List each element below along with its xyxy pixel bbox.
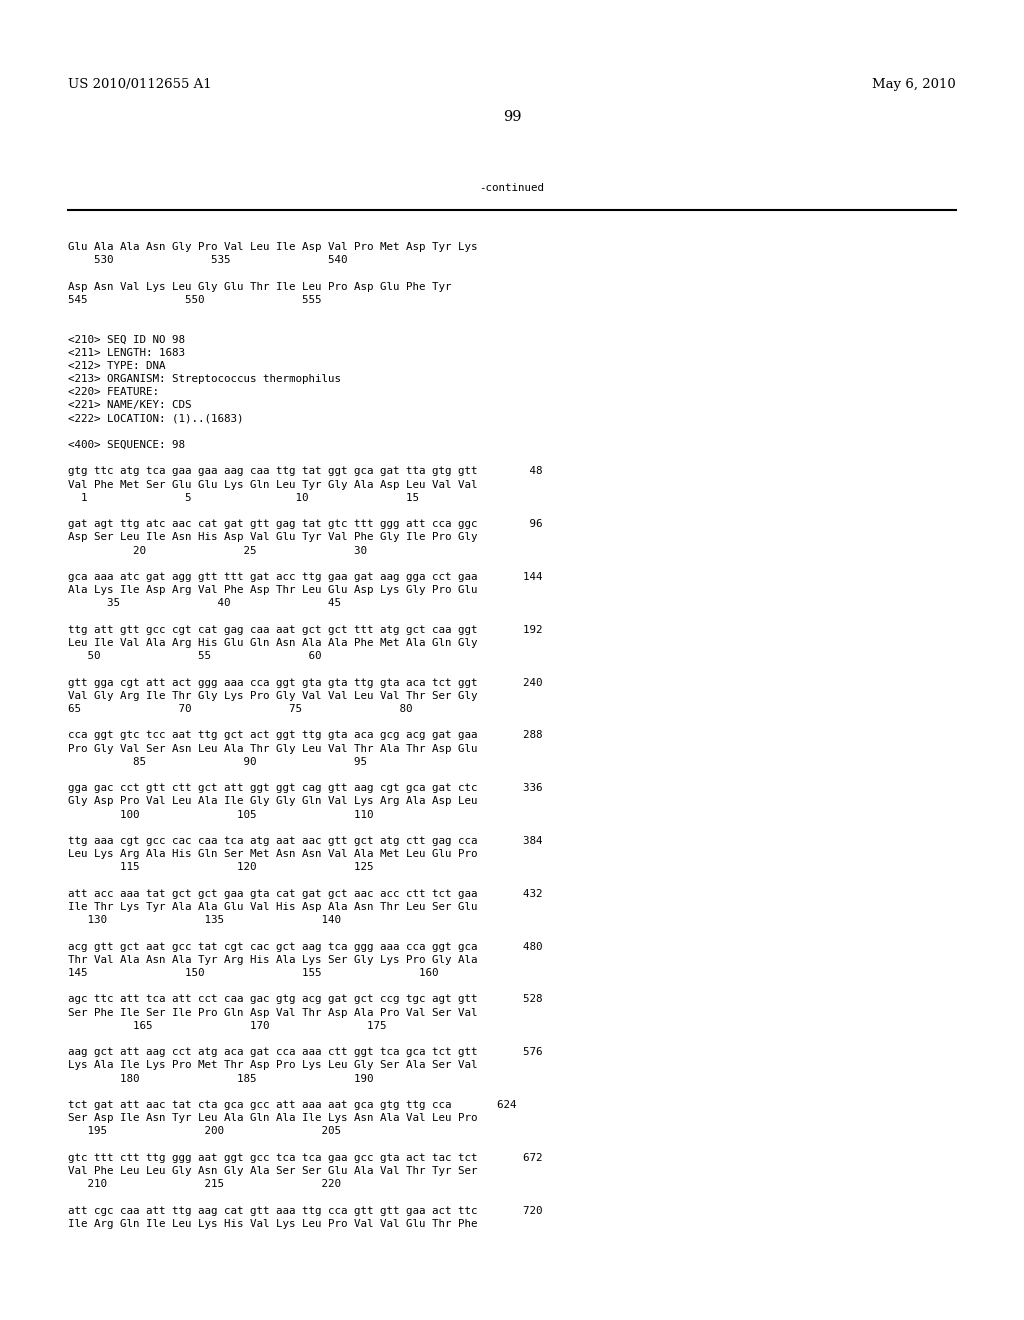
Text: acg gtt gct aat gcc tat cgt cac gct aag tca ggg aaa cca ggt gca       480: acg gtt gct aat gcc tat cgt cac gct aag … <box>68 941 543 952</box>
Text: 99: 99 <box>503 110 521 124</box>
Text: Asp Asn Val Lys Leu Gly Glu Thr Ile Leu Pro Asp Glu Phe Tyr: Asp Asn Val Lys Leu Gly Glu Thr Ile Leu … <box>68 281 452 292</box>
Text: <222> LOCATION: (1)..(1683): <222> LOCATION: (1)..(1683) <box>68 413 244 424</box>
Text: Thr Val Ala Asn Ala Tyr Arg His Ala Lys Ser Gly Lys Pro Gly Ala: Thr Val Ala Asn Ala Tyr Arg His Ala Lys … <box>68 954 477 965</box>
Text: Ala Lys Ile Asp Arg Val Phe Asp Thr Leu Glu Asp Lys Gly Pro Glu: Ala Lys Ile Asp Arg Val Phe Asp Thr Leu … <box>68 585 477 595</box>
Text: Glu Ala Ala Asn Gly Pro Val Leu Ile Asp Val Pro Met Asp Tyr Lys: Glu Ala Ala Asn Gly Pro Val Leu Ile Asp … <box>68 242 477 252</box>
Text: 145               150               155               160: 145 150 155 160 <box>68 968 438 978</box>
Text: 530               535               540: 530 535 540 <box>68 255 347 265</box>
Text: tct gat att aac tat cta gca gcc att aaa aat gca gtg ttg cca       624: tct gat att aac tat cta gca gcc att aaa … <box>68 1100 516 1110</box>
Text: Val Phe Leu Leu Gly Asn Gly Ala Ser Ser Glu Ala Val Thr Tyr Ser: Val Phe Leu Leu Gly Asn Gly Ala Ser Ser … <box>68 1166 477 1176</box>
Text: <212> TYPE: DNA: <212> TYPE: DNA <box>68 360 166 371</box>
Text: -continued: -continued <box>479 183 545 193</box>
Text: 545               550               555: 545 550 555 <box>68 294 322 305</box>
Text: ttg att gtt gcc cgt cat gag caa aat gct gct ttt atg gct caa ggt       192: ttg att gtt gcc cgt cat gag caa aat gct … <box>68 624 543 635</box>
Text: 85               90               95: 85 90 95 <box>68 756 367 767</box>
Text: att cgc caa att ttg aag cat gtt aaa ttg cca gtt gtt gaa act ttc       720: att cgc caa att ttg aag cat gtt aaa ttg … <box>68 1205 543 1216</box>
Text: aag gct att aag cct atg aca gat cca aaa ctt ggt tca gca tct gtt       576: aag gct att aag cct atg aca gat cca aaa … <box>68 1047 543 1057</box>
Text: 100               105               110: 100 105 110 <box>68 809 374 820</box>
Text: Ser Asp Ile Asn Tyr Leu Ala Gln Ala Ile Lys Asn Ala Val Leu Pro: Ser Asp Ile Asn Tyr Leu Ala Gln Ala Ile … <box>68 1113 477 1123</box>
Text: 65               70               75               80: 65 70 75 80 <box>68 704 413 714</box>
Text: 195               200               205: 195 200 205 <box>68 1126 341 1137</box>
Text: <400> SEQUENCE: 98: <400> SEQUENCE: 98 <box>68 440 185 450</box>
Text: 130               135               140: 130 135 140 <box>68 915 341 925</box>
Text: <220> FEATURE:: <220> FEATURE: <box>68 387 159 397</box>
Text: Val Gly Arg Ile Thr Gly Lys Pro Gly Val Val Leu Val Thr Ser Gly: Val Gly Arg Ile Thr Gly Lys Pro Gly Val … <box>68 690 477 701</box>
Text: gtc ttt ctt ttg ggg aat ggt gcc tca tca gaa gcc gta act tac tct       672: gtc ttt ctt ttg ggg aat ggt gcc tca tca … <box>68 1152 543 1163</box>
Text: gat agt ttg atc aac cat gat gtt gag tat gtc ttt ggg att cca ggc        96: gat agt ttg atc aac cat gat gtt gag tat … <box>68 519 543 529</box>
Text: agc ttc att tca att cct caa gac gtg acg gat gct ccg tgc agt gtt       528: agc ttc att tca att cct caa gac gtg acg … <box>68 994 543 1005</box>
Text: Lys Ala Ile Lys Pro Met Thr Asp Pro Lys Leu Gly Ser Ala Ser Val: Lys Ala Ile Lys Pro Met Thr Asp Pro Lys … <box>68 1060 477 1071</box>
Text: 180               185               190: 180 185 190 <box>68 1073 374 1084</box>
Text: 20               25               30: 20 25 30 <box>68 545 367 556</box>
Text: <213> ORGANISM: Streptococcus thermophilus: <213> ORGANISM: Streptococcus thermophil… <box>68 374 341 384</box>
Text: gtg ttc atg tca gaa gaa aag caa ttg tat ggt gca gat tta gtg gtt        48: gtg ttc atg tca gaa gaa aag caa ttg tat … <box>68 466 543 477</box>
Text: May 6, 2010: May 6, 2010 <box>872 78 956 91</box>
Text: Leu Ile Val Ala Arg His Glu Gln Asn Ala Ala Phe Met Ala Gln Gly: Leu Ile Val Ala Arg His Glu Gln Asn Ala … <box>68 638 477 648</box>
Text: ttg aaa cgt gcc cac caa tca atg aat aac gtt gct atg ctt gag cca       384: ttg aaa cgt gcc cac caa tca atg aat aac … <box>68 836 543 846</box>
Text: Ile Thr Lys Tyr Ala Ala Glu Val His Asp Ala Asn Thr Leu Ser Glu: Ile Thr Lys Tyr Ala Ala Glu Val His Asp … <box>68 902 477 912</box>
Text: Leu Lys Arg Ala His Gln Ser Met Asn Asn Val Ala Met Leu Glu Pro: Leu Lys Arg Ala His Gln Ser Met Asn Asn … <box>68 849 477 859</box>
Text: gca aaa atc gat agg gtt ttt gat acc ttg gaa gat aag gga cct gaa       144: gca aaa atc gat agg gtt ttt gat acc ttg … <box>68 572 543 582</box>
Text: att acc aaa tat gct gct gaa gta cat gat gct aac acc ctt tct gaa       432: att acc aaa tat gct gct gaa gta cat gat … <box>68 888 543 899</box>
Text: <221> NAME/KEY: CDS: <221> NAME/KEY: CDS <box>68 400 191 411</box>
Text: Ser Phe Ile Ser Ile Pro Gln Asp Val Thr Asp Ala Pro Val Ser Val: Ser Phe Ile Ser Ile Pro Gln Asp Val Thr … <box>68 1007 477 1018</box>
Text: Gly Asp Pro Val Leu Ala Ile Gly Gly Gln Val Lys Arg Ala Asp Leu: Gly Asp Pro Val Leu Ala Ile Gly Gly Gln … <box>68 796 477 807</box>
Text: 50               55               60: 50 55 60 <box>68 651 322 661</box>
Text: Asp Ser Leu Ile Asn His Asp Val Glu Tyr Val Phe Gly Ile Pro Gly: Asp Ser Leu Ile Asn His Asp Val Glu Tyr … <box>68 532 477 543</box>
Text: <210> SEQ ID NO 98: <210> SEQ ID NO 98 <box>68 334 185 345</box>
Text: 115               120               125: 115 120 125 <box>68 862 374 873</box>
Text: gga gac cct gtt ctt gct att ggt ggt cag gtt aag cgt gca gat ctc       336: gga gac cct gtt ctt gct att ggt ggt cag … <box>68 783 543 793</box>
Text: 35               40               45: 35 40 45 <box>68 598 341 609</box>
Text: <211> LENGTH: 1683: <211> LENGTH: 1683 <box>68 347 185 358</box>
Text: Ile Arg Gln Ile Leu Lys His Val Lys Leu Pro Val Val Glu Thr Phe: Ile Arg Gln Ile Leu Lys His Val Lys Leu … <box>68 1218 477 1229</box>
Text: Val Phe Met Ser Glu Glu Lys Gln Leu Tyr Gly Ala Asp Leu Val Val: Val Phe Met Ser Glu Glu Lys Gln Leu Tyr … <box>68 479 477 490</box>
Text: US 2010/0112655 A1: US 2010/0112655 A1 <box>68 78 212 91</box>
Text: 1               5                10               15: 1 5 10 15 <box>68 492 419 503</box>
Text: Pro Gly Val Ser Asn Leu Ala Thr Gly Leu Val Thr Ala Thr Asp Glu: Pro Gly Val Ser Asn Leu Ala Thr Gly Leu … <box>68 743 477 754</box>
Text: cca ggt gtc tcc aat ttg gct act ggt ttg gta aca gcg acg gat gaa       288: cca ggt gtc tcc aat ttg gct act ggt ttg … <box>68 730 543 741</box>
Text: 210               215               220: 210 215 220 <box>68 1179 341 1189</box>
Text: gtt gga cgt att act ggg aaa cca ggt gta gta ttg gta aca tct ggt       240: gtt gga cgt att act ggg aaa cca ggt gta … <box>68 677 543 688</box>
Text: 165               170               175: 165 170 175 <box>68 1020 386 1031</box>
